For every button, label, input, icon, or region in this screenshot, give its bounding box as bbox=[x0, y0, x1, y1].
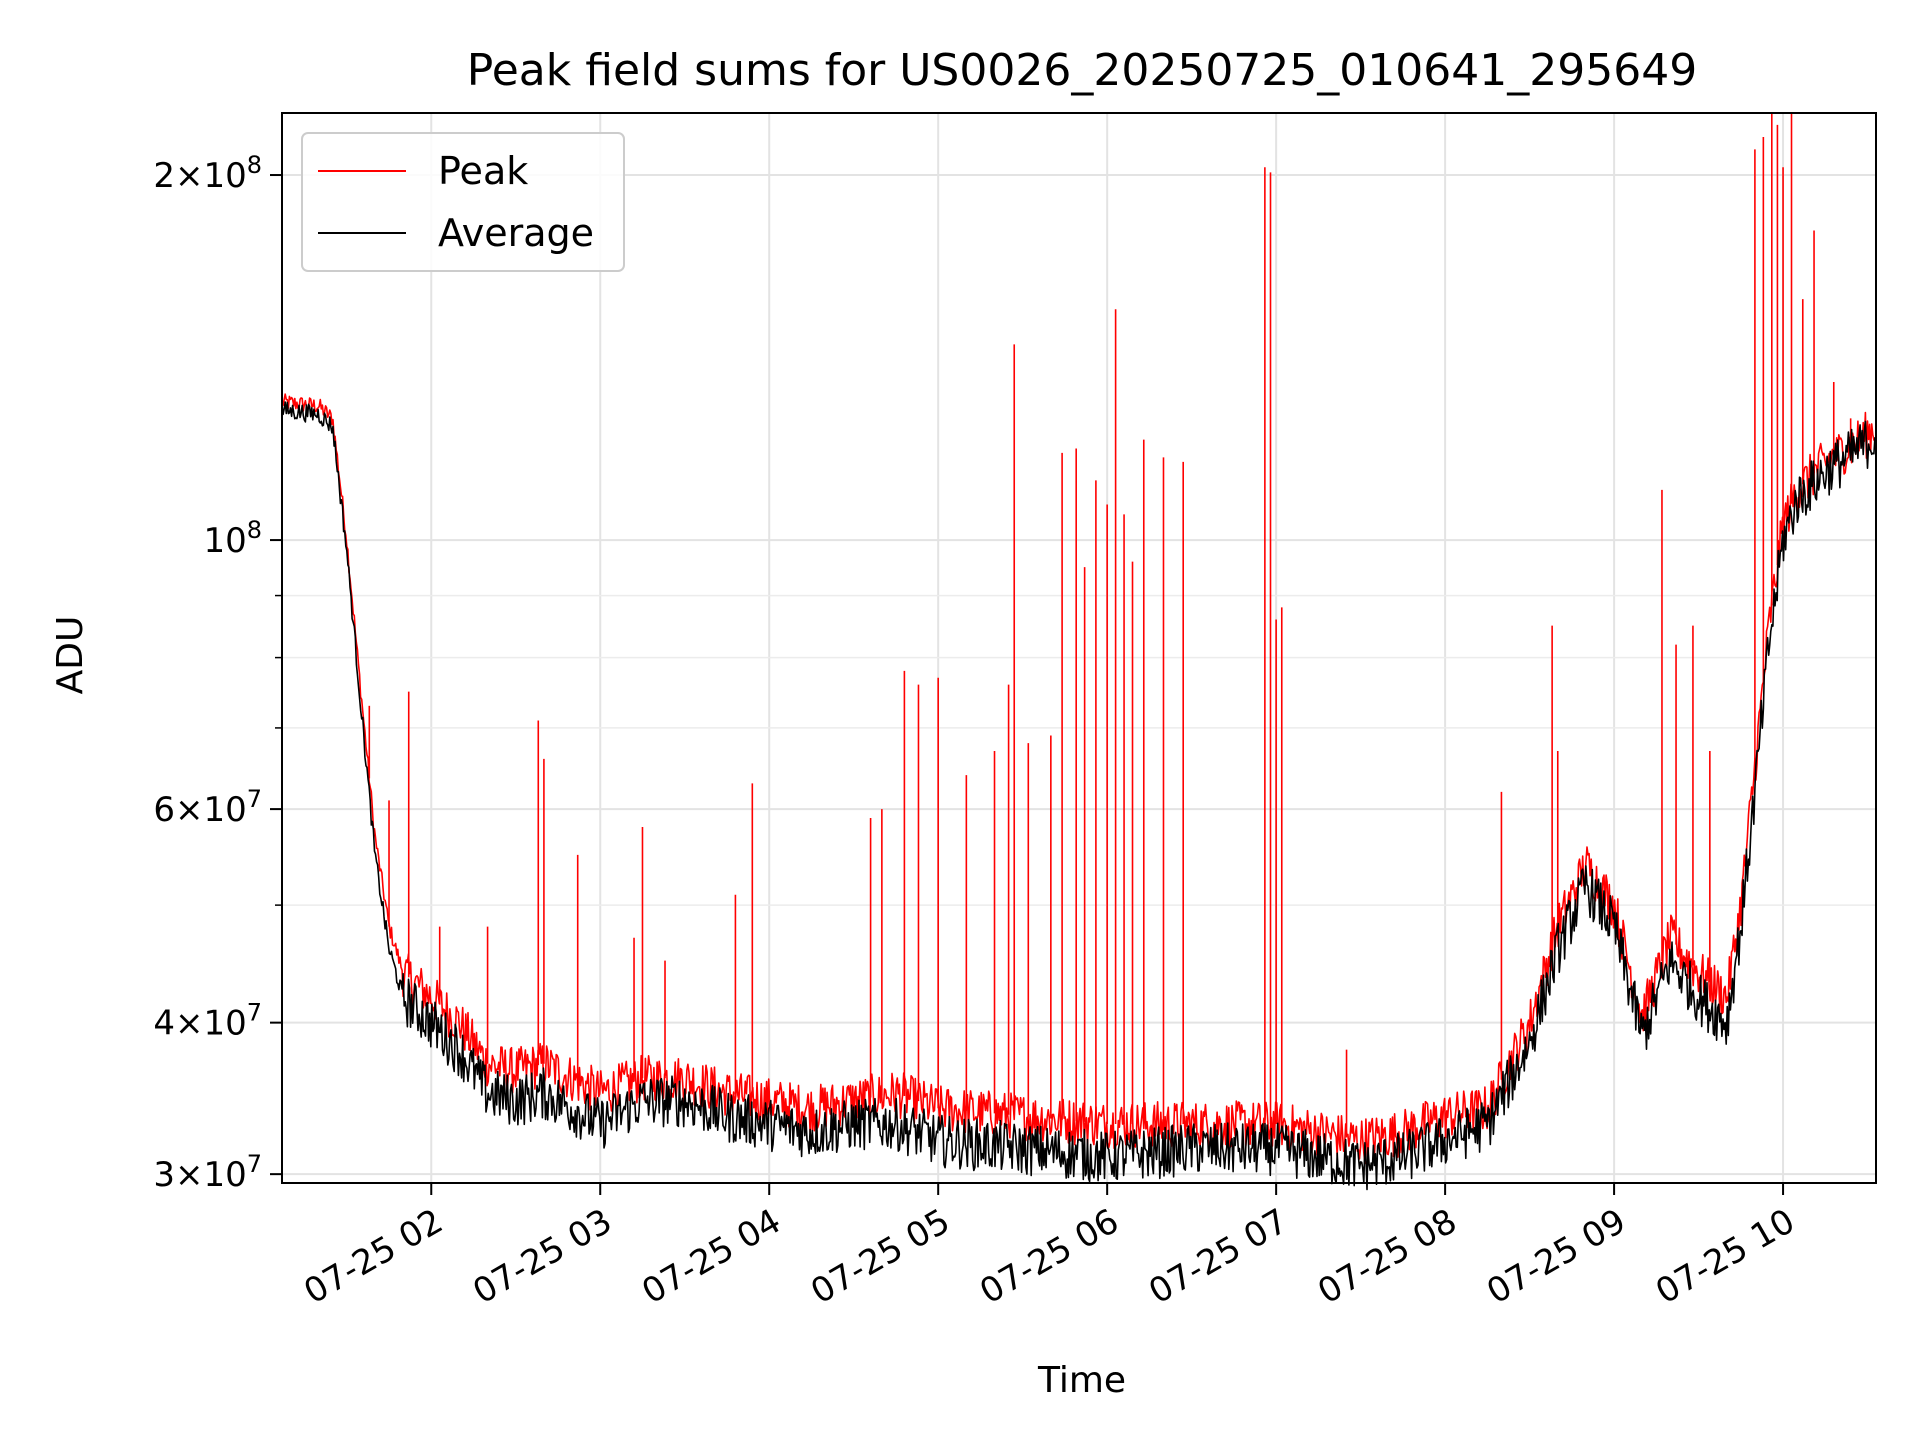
series-line-average bbox=[281, 401, 1877, 1191]
y-tick-label: 2×108 bbox=[153, 151, 262, 196]
legend-label-average: Average bbox=[438, 211, 594, 255]
y-tick-label-exponent: 8 bbox=[247, 151, 262, 179]
y-tick-label-base: 10 bbox=[203, 521, 246, 561]
chart-title: Peak field sums for US0026_20250725_0106… bbox=[467, 45, 1697, 96]
y-tick-label: 4×107 bbox=[153, 999, 262, 1044]
y-tick-label-exponent: 7 bbox=[247, 1150, 262, 1178]
legend: Peak Average bbox=[301, 132, 625, 272]
y-tick-label-base: 2×10 bbox=[153, 156, 246, 196]
legend-label-peak: Peak bbox=[438, 149, 528, 193]
axes bbox=[281, 112, 1877, 1184]
y-tick-label-exponent: 7 bbox=[247, 999, 262, 1027]
y-tick-label-base: 6×10 bbox=[153, 790, 246, 830]
legend-box bbox=[301, 132, 625, 272]
y-axis-label: ADU bbox=[50, 616, 91, 695]
y-tick-label: 108 bbox=[203, 516, 262, 561]
x-axis-label: Time bbox=[1037, 1360, 1126, 1401]
y-tick-label-exponent: 8 bbox=[247, 516, 262, 544]
y-tick-label: 6×107 bbox=[153, 785, 262, 830]
plot-series bbox=[281, 113, 1877, 1191]
plot-frame bbox=[281, 112, 1877, 1184]
grid bbox=[282, 113, 1876, 1183]
y-tick-label-base: 3×10 bbox=[153, 1155, 246, 1195]
y-tick-label: 3×107 bbox=[153, 1150, 262, 1195]
y-tick-label-exponent: 7 bbox=[247, 785, 262, 813]
y-tick-label-base: 4×10 bbox=[153, 1004, 246, 1044]
